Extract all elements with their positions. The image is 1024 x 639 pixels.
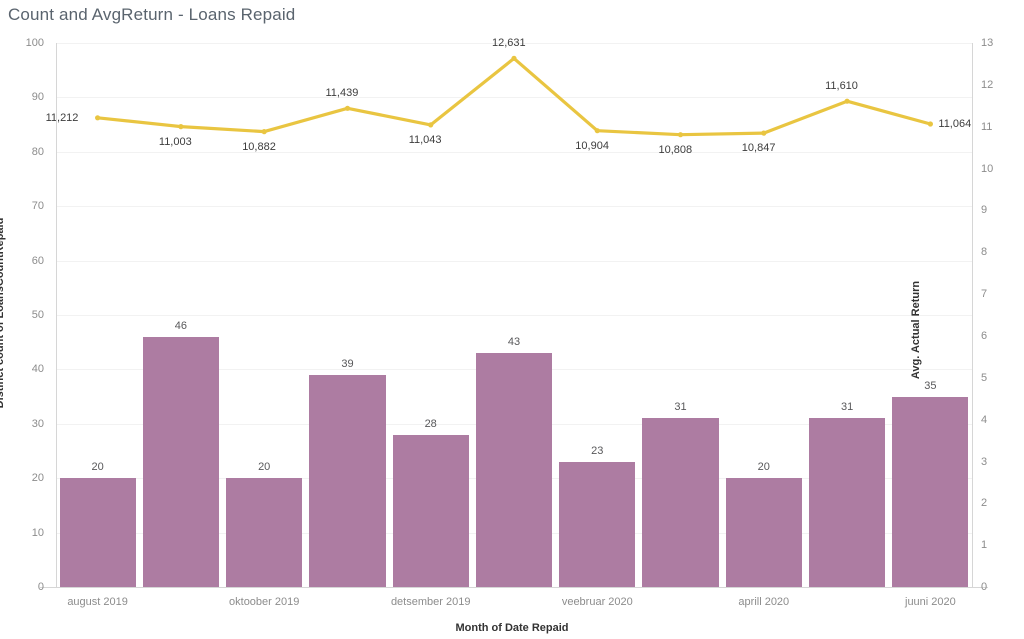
bar[interactable] xyxy=(392,434,469,587)
right-axis-tick-label: 11 xyxy=(981,120,993,133)
x-axis-tick-label: juuni 2020 xyxy=(905,596,956,608)
line-marker[interactable] xyxy=(95,115,101,121)
right-axis-tick-label: 5 xyxy=(981,371,988,384)
x-axis-tick-label: aprill 2020 xyxy=(738,596,790,608)
right-axis-title: Avg. Actual Return xyxy=(910,280,922,380)
line-path xyxy=(95,56,933,137)
bar[interactable] xyxy=(309,374,386,587)
right-axis-tick-label: 1 xyxy=(981,539,988,552)
bar-value-label: 23 xyxy=(591,444,604,457)
bottom-axis-line xyxy=(40,587,988,588)
bar-value-label: 28 xyxy=(424,417,437,430)
line-marker[interactable] xyxy=(761,130,767,136)
right-axis-line xyxy=(972,43,973,588)
bar-value-label: 43 xyxy=(507,336,521,349)
left-axis-tick-label: 50 xyxy=(31,309,44,321)
bar-value-label: 20 xyxy=(757,461,770,474)
line-series xyxy=(95,55,934,138)
line-marker[interactable] xyxy=(344,105,351,111)
bar-value-label: 46 xyxy=(174,319,188,332)
line-marker[interactable] xyxy=(927,121,934,127)
x-axis-tick-label: detsember 2019 xyxy=(390,596,471,608)
gridline xyxy=(56,151,972,153)
bar[interactable] xyxy=(475,353,553,587)
bar[interactable] xyxy=(142,336,220,587)
left-axis-tick-label: 90 xyxy=(31,91,44,104)
right-axis-tick-label: 9 xyxy=(981,204,988,217)
right-axis-tick-label: 2 xyxy=(981,497,988,510)
bar[interactable] xyxy=(725,478,802,587)
left-axis-tick-label: 30 xyxy=(31,417,44,430)
gridline xyxy=(56,260,972,262)
gridline xyxy=(56,97,972,99)
gridline xyxy=(56,43,972,44)
bar-value-label: 31 xyxy=(674,401,687,414)
right-axis-tick-label: 13 xyxy=(981,37,994,49)
bar[interactable] xyxy=(59,478,136,587)
right-axis-tick-label: 12 xyxy=(981,78,994,91)
left-axis-tick-label: 70 xyxy=(31,200,44,213)
bar[interactable] xyxy=(892,396,969,587)
left-axis-tick-label: 40 xyxy=(31,363,44,376)
left-axis-tick-label: 20 xyxy=(31,472,44,485)
gridline xyxy=(56,206,972,208)
line-marker[interactable] xyxy=(677,132,684,138)
bar[interactable] xyxy=(642,418,719,587)
bar-series: 20 46 20 39 28 43 23 31 20 31 35 xyxy=(56,43,972,587)
left-axis-title: Distinct count of LoansCountRepaid xyxy=(0,217,6,409)
bar-value-label: 39 xyxy=(341,357,354,370)
left-axis-tick-label: 80 xyxy=(31,145,44,158)
right-axis-tick-label: 6 xyxy=(981,329,988,342)
x-axis-tick-label: veebruar 2020 xyxy=(561,596,633,608)
line-marker[interactable] xyxy=(844,98,850,104)
line-marker[interactable] xyxy=(261,129,267,135)
chart-title: Count and AvgReturn - Loans Repaid xyxy=(8,5,296,24)
left-axis-line xyxy=(56,43,57,588)
line-marker[interactable] xyxy=(178,124,184,130)
left-axis-tick-label: 100 xyxy=(25,37,44,49)
bar[interactable] xyxy=(809,418,886,587)
x-axis-tick-label: august 2019 xyxy=(67,596,128,608)
bar-value-label: 20 xyxy=(91,461,104,474)
right-axis-tick-label: 8 xyxy=(981,246,988,259)
bar-value-label: 35 xyxy=(924,379,937,392)
plot-area: 20 46 20 39 28 43 23 31 20 31 35 xyxy=(56,43,972,587)
right-axis-tick-label: 7 xyxy=(981,288,988,301)
bar[interactable] xyxy=(226,478,303,587)
gridline xyxy=(56,315,972,316)
right-axis-tick-label: 4 xyxy=(981,413,988,426)
right-axis-tick-label: 0 xyxy=(981,581,988,593)
line-marker[interactable] xyxy=(511,55,517,61)
line-marker[interactable] xyxy=(594,128,600,134)
right-axis-tick-label: 10 xyxy=(981,162,994,175)
left-axis-tick-label: 0 xyxy=(37,581,44,593)
line-marker[interactable] xyxy=(428,122,434,128)
bar[interactable] xyxy=(559,461,636,587)
bar-value-label: 31 xyxy=(840,401,854,414)
bar-value-label: 20 xyxy=(258,461,271,474)
left-axis-tick-label: 10 xyxy=(31,526,44,539)
x-axis-title: Month of Date Repaid xyxy=(455,622,569,634)
right-axis-tick-label: 3 xyxy=(981,455,988,468)
x-axis-tick-label: oktoober 2019 xyxy=(229,596,300,608)
left-axis-tick-label: 60 xyxy=(31,254,44,267)
